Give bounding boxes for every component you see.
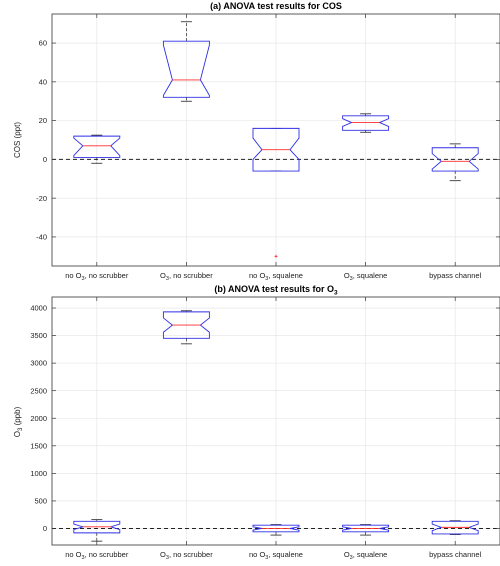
panel-b-title: (b) ANOVA test results for O3 (214, 284, 338, 297)
panel-b: (b) ANOVA test results for O3 0 500 1000 15… (13, 284, 500, 561)
panel-a-outlier (274, 254, 278, 258)
panel-a-ytick-label: 60 (39, 39, 47, 48)
panel-b-box-1 (73, 519, 121, 542)
panel-a-category-label-4: O3, squalene (344, 271, 388, 282)
panel-a-box-2 (162, 21, 210, 102)
panel-a-ytick-label: -20 (36, 194, 47, 203)
panel-a-category-label-2: O3, no scrubber (160, 271, 213, 282)
panel-a-ylabel: COS (ppt) (13, 122, 22, 158)
panel-a-ytick-label: 0 (43, 155, 47, 164)
panel-a-ytick-label: 20 (39, 116, 47, 125)
panel-b-box (162, 311, 210, 339)
panel-b-category-label-4: O3, squalene (344, 550, 388, 561)
panel-a-ytick-label: -40 (36, 233, 47, 242)
panel-a-box (252, 127, 300, 172)
panel-b-ytick-label: 0 (43, 524, 47, 533)
panel-a-category-label-1: no O3, no scrubber (65, 271, 129, 282)
panel-b-box-3 (252, 524, 300, 536)
panel-a-title: (a) ANOVA test results for COS (210, 1, 342, 11)
panel-b-ylabel: O3 (ppb) (13, 406, 24, 437)
panel-b-ytick-label: 3000 (30, 359, 47, 368)
panel-b-category-label-5: bypass channel (429, 550, 481, 559)
panel-b-ytick-label: 4000 (30, 304, 47, 313)
panel-b-ytick-label: 2500 (30, 386, 47, 395)
panel-a-box-1 (73, 134, 121, 164)
panel-a-box (162, 40, 210, 98)
panel-b-ytick-label: 500 (34, 497, 47, 506)
panel-b-ytick-label: 1000 (30, 469, 47, 478)
panel-a-box-3 (252, 127, 300, 258)
panel-a-box (342, 115, 390, 131)
panel-b-category-label-1: no O3, no scrubber (65, 550, 129, 561)
panel-b-box (73, 520, 121, 534)
panel-b-box-2 (162, 310, 210, 345)
panel-b-category-label-2: O3, no scrubber (160, 550, 213, 561)
panel-b-ytick-label: 2000 (30, 414, 47, 423)
panel-b-box-5 (431, 520, 479, 535)
panel-a-category-label-3: no O3, squalene (249, 271, 303, 282)
panel-a-box-4 (342, 113, 390, 133)
panel-a: (a) ANOVA test results for COS -40 -20 0 20… (13, 1, 500, 282)
panel-b-category-label-3: no O3, squalene (249, 550, 303, 561)
panel-a-category-label-5: bypass channel (429, 271, 481, 280)
panel-b-box-4 (342, 524, 390, 536)
panel-b-ytick-label: 3500 (30, 331, 47, 340)
panel-a-box-5 (431, 143, 479, 182)
panel-a-box (73, 135, 121, 158)
panel-b-ytick-label: 1500 (30, 441, 47, 450)
panel-a-box (431, 147, 479, 172)
panel-a-ytick-label: 40 (39, 77, 47, 86)
panel-b-box (431, 520, 479, 535)
panel-b-box (342, 524, 390, 533)
panel-b-box (252, 524, 300, 533)
